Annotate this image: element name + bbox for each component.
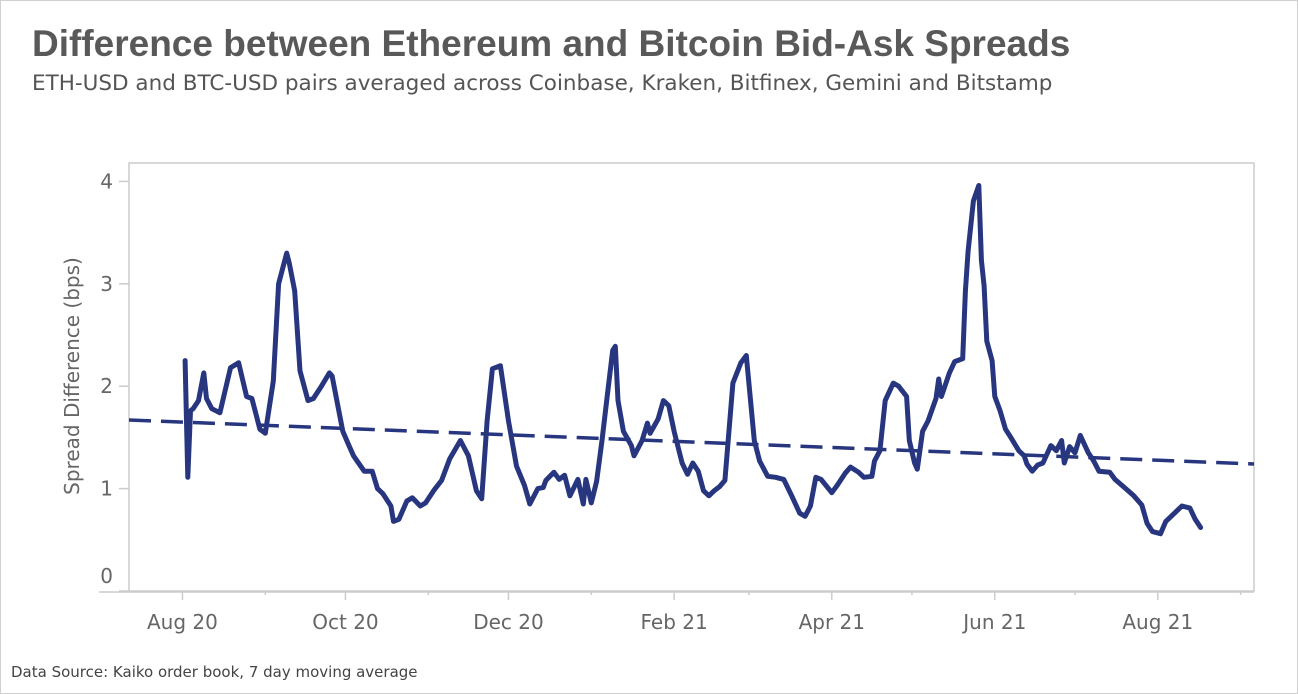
chart-title: Difference between Ethereum and Bitcoin … (32, 23, 1071, 64)
y-tick-label: 1 (100, 477, 113, 501)
x-tick-label: Aug 21 (1122, 610, 1193, 634)
plot-area-border (128, 162, 1255, 592)
y-axis-label: Spread Difference (bps) (60, 257, 84, 495)
x-tick-label: Aug 20 (147, 610, 218, 634)
y-tick-label: 3 (100, 272, 113, 296)
plot-marks (128, 183, 1255, 537)
spread-difference-line (182, 183, 1204, 537)
x-tick-label: Oct 20 (312, 610, 378, 634)
x-tick-label: Jun 21 (961, 610, 1026, 634)
chart-subtitle: ETH-USD and BTC-USD pairs averaged acros… (32, 71, 1053, 96)
data-source-note: Data Source: Kaiko order book, 7 day mov… (11, 663, 418, 681)
x-tick-label: Dec 20 (473, 610, 544, 634)
y-tick-label: 0 (100, 564, 113, 588)
y-tick-label: 2 (100, 374, 113, 398)
y-tick-label: 4 (100, 169, 113, 193)
x-tick-label: Feb 21 (641, 610, 708, 634)
x-tick-label: Apr 21 (799, 610, 865, 634)
axes: 0 1 2 3 4 Aug 20 Oct 20 Dec 20 Feb 21 Apr 21 Jun 2… (99, 162, 1255, 634)
